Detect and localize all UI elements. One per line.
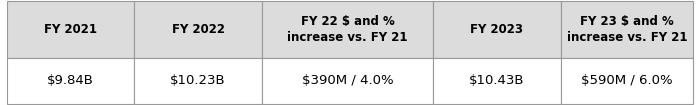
Text: $590M / 6.0%: $590M / 6.0% xyxy=(581,74,673,87)
Bar xyxy=(561,58,693,104)
Bar xyxy=(561,1,693,58)
Text: $390M / 4.0%: $390M / 4.0% xyxy=(302,74,393,87)
Bar xyxy=(433,58,561,104)
Bar xyxy=(7,1,134,58)
Text: FY 2023: FY 2023 xyxy=(470,23,524,36)
Text: $10.43B: $10.43B xyxy=(469,74,525,87)
Text: FY 2021: FY 2021 xyxy=(44,23,97,36)
Text: FY 23 $ and %
increase vs. FY 21: FY 23 $ and % increase vs. FY 21 xyxy=(566,15,687,44)
Bar xyxy=(7,58,134,104)
Bar xyxy=(262,1,433,58)
Text: FY 2022: FY 2022 xyxy=(172,23,225,36)
Text: FY 22 $ and %
increase vs. FY 21: FY 22 $ and % increase vs. FY 21 xyxy=(287,15,408,44)
Text: $9.84B: $9.84B xyxy=(48,74,94,87)
Bar xyxy=(433,1,561,58)
Bar xyxy=(134,58,262,104)
Bar xyxy=(134,1,262,58)
Bar xyxy=(262,58,433,104)
Text: $10.23B: $10.23B xyxy=(170,74,226,87)
